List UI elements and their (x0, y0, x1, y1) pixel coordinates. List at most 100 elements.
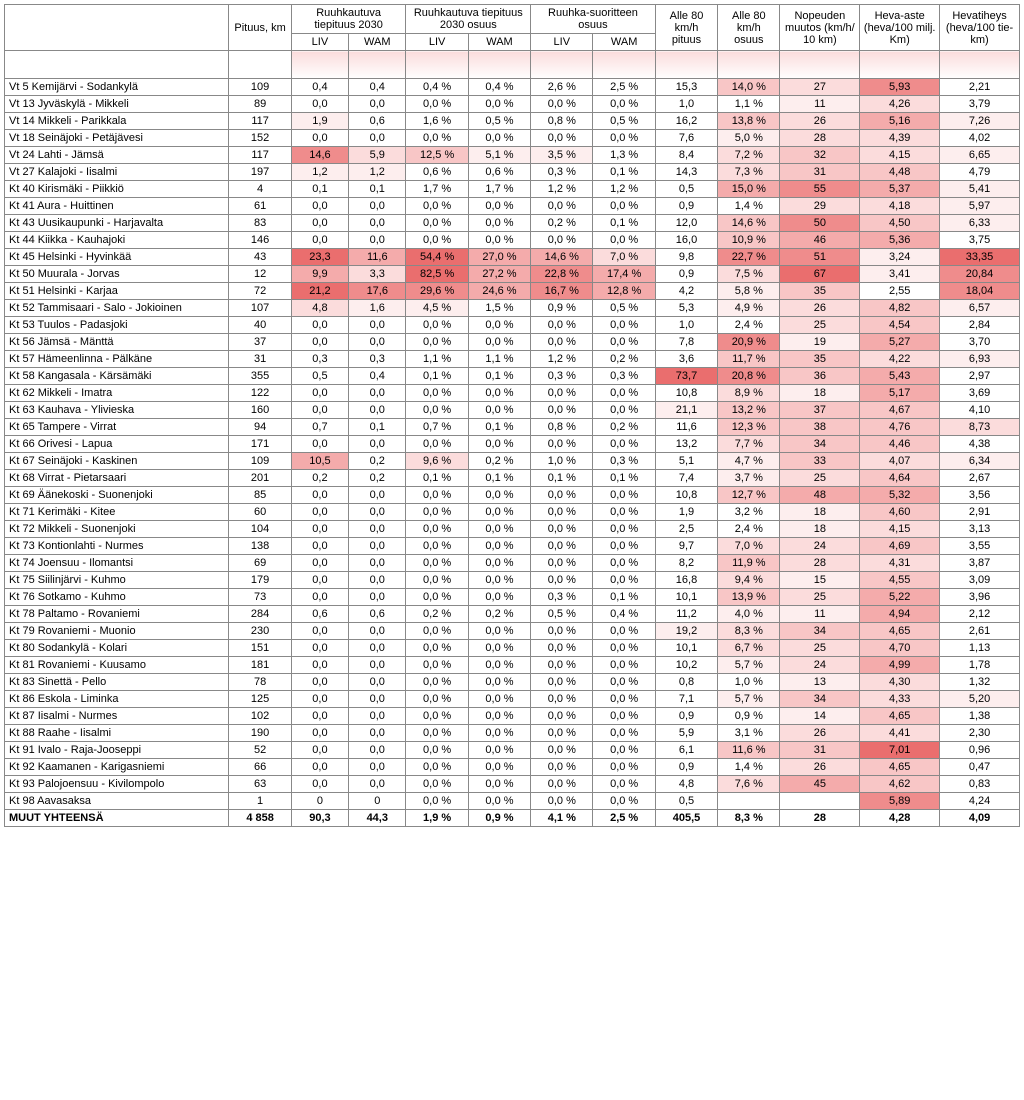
road-name: Vt 27 Kalajoki - Iisalmi (5, 164, 229, 181)
cell-ha: 4,69 (860, 538, 940, 555)
cell-ao: 3,1 % (718, 725, 780, 742)
cell-p: 102 (229, 708, 291, 725)
cell-l3: 2,6 % (531, 79, 593, 96)
table-row: Vt 13 Jyväskylä - Mikkeli890,00,00,0 %0,… (5, 96, 1020, 113)
cell-l2: 0,1 % (406, 470, 468, 487)
road-name: Kt 79 Rovaniemi - Muonio (5, 623, 229, 640)
cell-w2: 0,2 % (468, 606, 530, 623)
cell-w1: 0,0 (349, 725, 406, 742)
cell-p: 201 (229, 470, 291, 487)
cell-l2: 0,0 % (406, 436, 468, 453)
cell-l1: 0,0 (291, 436, 348, 453)
road-name: Kt 56 Jämsä - Mänttä (5, 334, 229, 351)
cell-w2: 0,0 % (468, 674, 530, 691)
col-ruuhka-suor: Ruuhka-suoritteen osuus (531, 5, 656, 34)
cell-ao: 12,7 % (718, 487, 780, 504)
cell-ha: 4,31 (860, 555, 940, 572)
cell-w3: 0,0 % (593, 708, 655, 725)
cell-l2: 0,0 % (406, 708, 468, 725)
cell-w1: 0,0 (349, 742, 406, 759)
cell-ao: 4,9 % (718, 300, 780, 317)
cell-w3: 0,0 % (593, 555, 655, 572)
cell-l1: 23,3 (291, 249, 348, 266)
cell-p: 63 (229, 776, 291, 793)
cell-w3: 2,5 % (593, 810, 655, 827)
table-row: Kt 41 Aura - Huittinen610,00,00,0 %0,0 %… (5, 198, 1020, 215)
cell-w2: 0,0 % (468, 538, 530, 555)
cell-p: 61 (229, 198, 291, 215)
col-alle80-pit: Alle 80 km/h pituus (655, 5, 717, 51)
cell-ap: 15,3 (655, 79, 717, 96)
cell-w2: 1,1 % (468, 351, 530, 368)
cell-w1: 0,0 (349, 504, 406, 521)
cell-w1: 0,1 (349, 181, 406, 198)
cell-l1: 1,9 (291, 113, 348, 130)
cell-ht: 6,33 (940, 215, 1020, 232)
cell-l3: 0,0 % (531, 232, 593, 249)
road-name: Kt 78 Paltamo - Rovaniemi (5, 606, 229, 623)
cell-w2: 0,0 % (468, 640, 530, 657)
cell-l1: 0,3 (291, 351, 348, 368)
cell-l2: 0,6 % (406, 164, 468, 181)
cell-ao: 13,9 % (718, 589, 780, 606)
cell-ao: 1,4 % (718, 759, 780, 776)
cell-nm: 28 (780, 130, 860, 147)
cell-l3: 0,0 % (531, 317, 593, 334)
cell-ap: 5,3 (655, 300, 717, 317)
cell-w2: 0,0 % (468, 487, 530, 504)
cell-p: 117 (229, 113, 291, 130)
road-name: Kt 68 Virrat - Pietarsaari (5, 470, 229, 487)
cell-p: 43 (229, 249, 291, 266)
cell-ap: 0,5 (655, 181, 717, 198)
cell-w2: 0,0 % (468, 198, 530, 215)
table-row: Kt 87 Iisalmi - Nurmes1020,00,00,0 %0,0 … (5, 708, 1020, 725)
gradient-cell (860, 51, 940, 79)
cell-ht: 4,38 (940, 436, 1020, 453)
cell-nm: 55 (780, 181, 860, 198)
cell-ha: 4,55 (860, 572, 940, 589)
road-name: Kt 72 Mikkeli - Suonenjoki (5, 521, 229, 538)
cell-ap: 13,2 (655, 436, 717, 453)
cell-l2: 0,1 % (406, 368, 468, 385)
gradient-cell (593, 51, 655, 79)
cell-p: 4 858 (229, 810, 291, 827)
cell-ao: 1,1 % (718, 96, 780, 113)
road-name: Kt 73 Kontionlahti - Nurmes (5, 538, 229, 555)
cell-ap: 14,3 (655, 164, 717, 181)
table-row: Kt 63 Kauhava - Ylivieska1600,00,00,0 %0… (5, 402, 1020, 419)
cell-w3: 0,0 % (593, 742, 655, 759)
cell-ao: 22,7 % (718, 249, 780, 266)
cell-l2: 0,0 % (406, 725, 468, 742)
cell-w2: 0,0 % (468, 657, 530, 674)
cell-p: 197 (229, 164, 291, 181)
road-name: Kt 50 Muurala - Jorvas (5, 266, 229, 283)
table-row: Kt 81 Rovaniemi - Kuusamo1810,00,00,0 %0… (5, 657, 1020, 674)
cell-ht: 1,78 (940, 657, 1020, 674)
cell-nm: 26 (780, 759, 860, 776)
cell-l1: 0,4 (291, 79, 348, 96)
cell-l2: 4,5 % (406, 300, 468, 317)
table-row: Kt 68 Virrat - Pietarsaari2010,20,20,1 %… (5, 470, 1020, 487)
road-name: Vt 5 Kemijärvi - Sodankylä (5, 79, 229, 96)
road-name: Kt 83 Sinettä - Pello (5, 674, 229, 691)
cell-w3: 0,0 % (593, 674, 655, 691)
cell-w1: 5,9 (349, 147, 406, 164)
cell-w1: 0,0 (349, 589, 406, 606)
cell-l1: 0,5 (291, 368, 348, 385)
cell-ha: 4,33 (860, 691, 940, 708)
cell-l3: 0,0 % (531, 198, 593, 215)
cell-w3: 0,0 % (593, 657, 655, 674)
cell-ao: 4,0 % (718, 606, 780, 623)
table-row: Kt 50 Muurala - Jorvas129,93,382,5 %27,2… (5, 266, 1020, 283)
cell-ap: 4,8 (655, 776, 717, 793)
cell-ap: 11,6 (655, 419, 717, 436)
cell-ht: 6,57 (940, 300, 1020, 317)
table-row: Kt 57 Hämeenlinna - Pälkäne310,30,31,1 %… (5, 351, 1020, 368)
cell-w2: 0,4 % (468, 79, 530, 96)
table-body: Vt 5 Kemijärvi - Sodankylä1090,40,40,4 %… (5, 79, 1020, 827)
table-row: Kt 44 Kiikka - Kauhajoki1460,00,00,0 %0,… (5, 232, 1020, 249)
cell-l3: 0,0 % (531, 776, 593, 793)
cell-w2: 0,0 % (468, 232, 530, 249)
cell-l3: 0,8 % (531, 113, 593, 130)
cell-w2: 0,0 % (468, 742, 530, 759)
